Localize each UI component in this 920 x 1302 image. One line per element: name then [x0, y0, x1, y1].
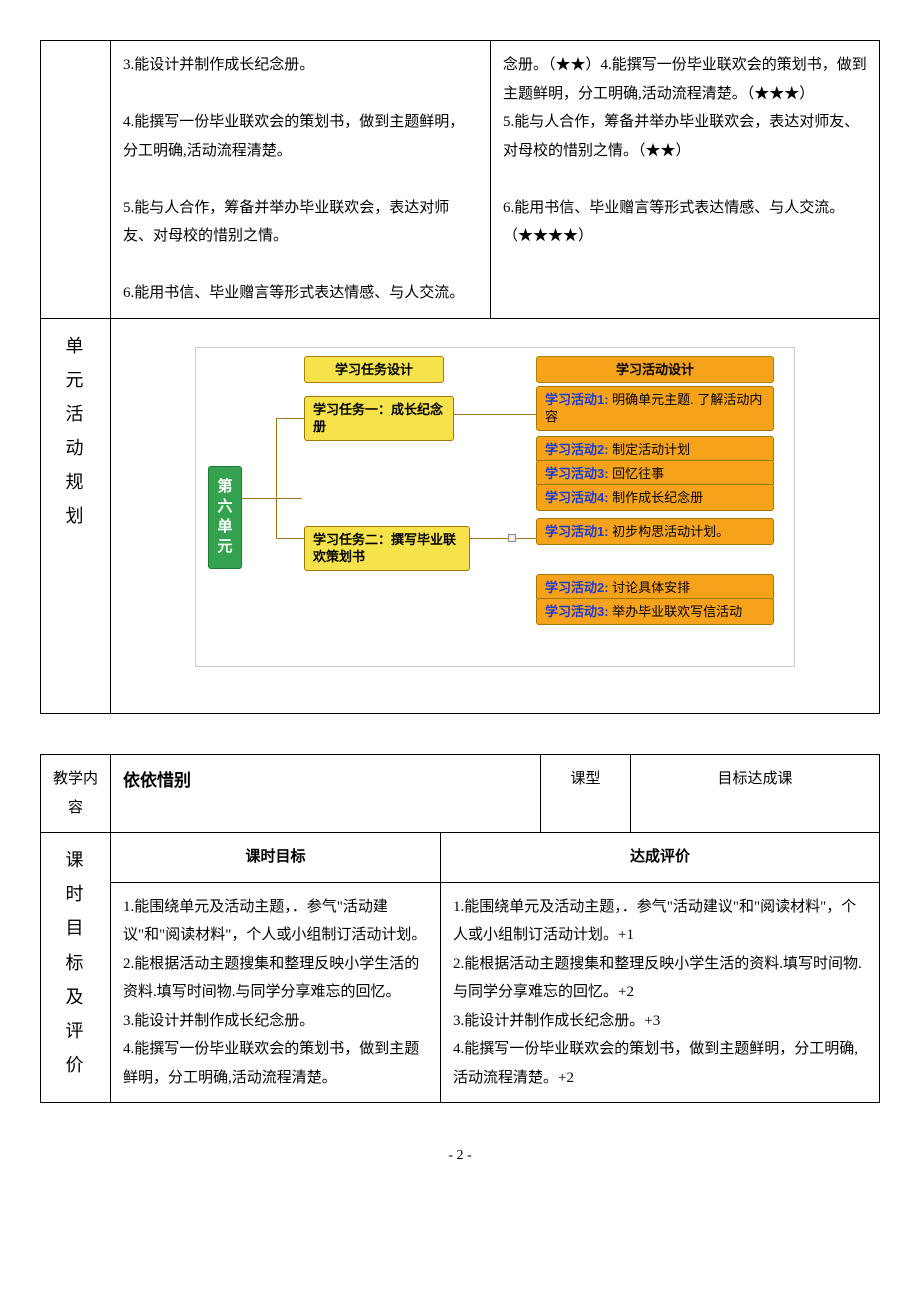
hdr-evaluation: 达成评价 [441, 833, 880, 883]
diagram-handle-icon [508, 534, 516, 542]
cell-evaluation: 1.能围绕单元及活动主题，．参气"活动建议"和"阅读材料"，个人或小组制订活动计… [441, 882, 880, 1103]
row-label-lesson-goals: 课 时 目 标 及 评 价 [41, 833, 111, 1103]
goal-item: 3.能设计并制作成长纪念册。+3 [453, 1007, 867, 1036]
diagram-activity: 学习活动2: 制定活动计划 [536, 436, 774, 464]
goal-item: 4.能撰写一份毕业联欢会的策划书，做到主题鲜明，分工明确,活动流程清楚。 [123, 1035, 428, 1092]
diagram-activity: 学习活动4: 制作成长纪念册 [536, 484, 774, 512]
goal-item: 2.能根据活动主题搜集和整理反映小学生活的资料.填写时间物.与同学分享难忘的回忆… [123, 950, 428, 1007]
diagram-activity: 学习活动3: 举办毕业联欢写信活动 [536, 598, 774, 626]
page: 3.能设计并制作成长纪念册。 4.能撰写一份毕业联欢会的策划书，做到主题鲜明，分… [40, 40, 880, 1170]
diagram-activity: 学习活动1: 初步构思活动计划。 [536, 518, 774, 546]
cell-class-goals: 1.能围绕单元及活动主题，．参气"活动建议"和"阅读材料"，个人或小组制订活动计… [111, 882, 441, 1103]
diagram-activity-header: 学习活动设计 [536, 356, 774, 384]
row-label-unit-plan: 单 元 活 动 规 划 [41, 318, 111, 714]
hdr-teaching-content: 教学内容 [41, 755, 111, 833]
diagram-task2: 学习任务二：撰写毕业联欢策划书 [304, 526, 470, 571]
cell-lesson-type-value: 目标达成课 [631, 755, 880, 833]
goal-item: 3.能设计并制作成长纪念册。 [123, 1007, 428, 1036]
goal-item: 6.能用书信、毕业赠言等形式表达情感、与人交流。（★★★★） [503, 194, 867, 251]
goal-item: 1.能围绕单元及活动主题，．参气"活动建议"和"阅读材料"，个人或小组制订活动计… [453, 893, 867, 950]
goal-item: 5.能与人合作，筹备并举办毕业联欢会，表达对师友、对母校的惜别之情。（★★） [503, 108, 867, 165]
goal-item: 5.能与人合作，筹备并举办毕业联欢会，表达对师友、对母校的惜别之情。 [123, 194, 478, 251]
diagram-activity: 学习活动1: 明确单元主题. 了解活动内容 [536, 386, 774, 431]
goal-item: 念册。（★★）4.能撰写一份毕业联欢会的策划书，做到主题鲜明，分工明确,活动流程… [503, 51, 867, 108]
goal-item: 3.能设计并制作成长纪念册。 [123, 51, 478, 80]
diagram-activity: 学习活动2: 讨论具体安排 [536, 574, 774, 602]
table-row: 课 时 目 标 及 评 价 课时目标 达成评价 [41, 833, 880, 883]
gap [40, 714, 880, 754]
unit-diagram: 第六单元 学习任务设计 学习任务一：成长纪念册 学习任务二：撰写毕业联欢策划书 … [195, 347, 795, 667]
cell-left-goals: 3.能设计并制作成长纪念册。 4.能撰写一份毕业联欢会的策划书，做到主题鲜明，分… [111, 41, 491, 319]
diagram-wrap: 第六单元 学习任务设计 学习任务一：成长纪念册 学习任务二：撰写毕业联欢策划书 … [123, 329, 867, 704]
diagram-unit-box: 第六单元 [208, 466, 242, 569]
goal-item: 6.能用书信、毕业赠言等形式表达情感、与人交流。 [123, 279, 478, 308]
cell-topic: 依依惜别 [111, 755, 541, 833]
hdr-class-goals: 课时目标 [111, 833, 441, 883]
hdr-lesson-type: 课型 [541, 755, 631, 833]
table-row: 教学内容 依依惜别 课型 目标达成课 [41, 755, 880, 833]
diagram-task1: 学习任务一：成长纪念册 [304, 396, 454, 441]
table-row: 1.能围绕单元及活动主题，．参气"活动建议"和"阅读材料"，个人或小组制订活动计… [41, 882, 880, 1103]
diagram-task-header: 学习任务设计 [304, 356, 444, 384]
table-unit-plan: 3.能设计并制作成长纪念册。 4.能撰写一份毕业联欢会的策划书，做到主题鲜明，分… [40, 40, 880, 714]
table-lesson: 教学内容 依依惜别 课型 目标达成课 课 时 目 标 及 评 价 [40, 754, 880, 1103]
goal-item: 2.能根据活动主题搜集和整理反映小学生活的资料.填写时间物.与同学分享难忘的回忆… [453, 950, 867, 1007]
goal-item: 1.能围绕单元及活动主题，．参气"活动建议"和"阅读材料"，个人或小组制订活动计… [123, 893, 428, 950]
diagram-activity: 学习活动3: 回忆往事 [536, 460, 774, 488]
page-number: - 2 - [40, 1143, 880, 1170]
goal-item: 4.能撰写一份毕业联欢会的策划书，做到主题鲜明，分工明确,活动流程清楚。 [123, 108, 478, 165]
cell-diagram: 第六单元 学习任务设计 学习任务一：成长纪念册 学习任务二：撰写毕业联欢策划书 … [111, 318, 880, 714]
cell-right-goals: 念册。（★★）4.能撰写一份毕业联欢会的策划书，做到主题鲜明，分工明确,活动流程… [491, 41, 880, 319]
goal-item: 4.能撰写一份毕业联欢会的策划书，做到主题鲜明，分工明确,活动流程清楚。+2 [453, 1035, 867, 1092]
row-label-blank [41, 41, 111, 319]
table-row: 3.能设计并制作成长纪念册。 4.能撰写一份毕业联欢会的策划书，做到主题鲜明，分… [41, 41, 880, 319]
table-row: 单 元 活 动 规 划 第六单元 学习任务设计 [41, 318, 880, 714]
